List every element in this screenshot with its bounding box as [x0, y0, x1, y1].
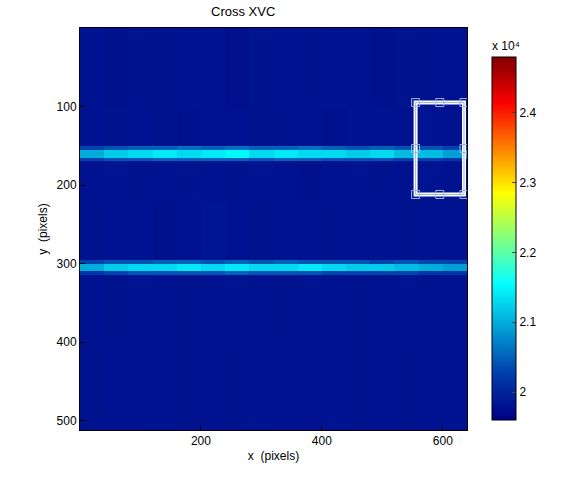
svg-text:400: 400 [57, 335, 77, 349]
svg-text:400: 400 [312, 434, 332, 448]
svg-text:600: 600 [433, 434, 453, 448]
svg-text:200: 200 [191, 434, 211, 448]
svg-text:2: 2 [519, 385, 526, 399]
svg-text:2.4: 2.4 [519, 106, 536, 120]
svg-text:100: 100 [57, 100, 77, 114]
svg-text:300: 300 [57, 257, 77, 271]
svg-text:500: 500 [57, 414, 77, 428]
svg-text:y (pixels): y (pixels) [36, 203, 50, 254]
svg-text:2.3: 2.3 [519, 176, 536, 190]
svg-text:200: 200 [57, 178, 77, 192]
svg-text:2.2: 2.2 [519, 246, 536, 260]
svg-text:Cross XVC: Cross XVC [211, 4, 275, 19]
svg-text:x 10⁴: x 10⁴ [492, 39, 520, 53]
svg-text:2.1: 2.1 [519, 315, 536, 329]
svg-text:x (pixels): x (pixels) [248, 449, 299, 463]
